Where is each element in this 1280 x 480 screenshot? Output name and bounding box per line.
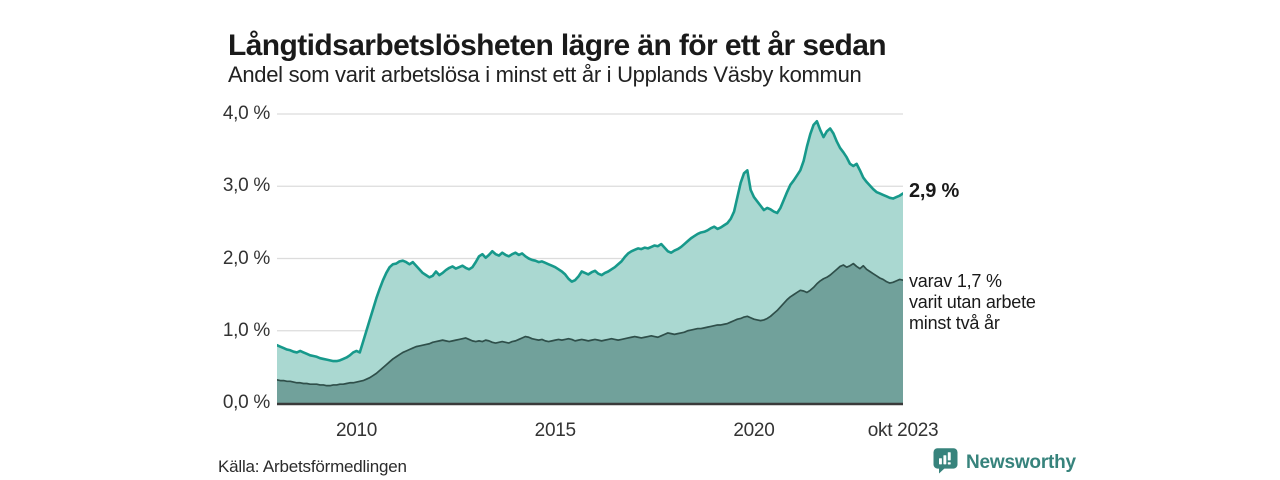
y-tick-label: 3,0 % [222,175,270,197]
chart-subtitle: Andel som varit arbetslösa i minst ett å… [228,62,862,87]
newsworthy-speech-bubble-bar-chart-icon [932,447,959,479]
y-tick-label: 4,0 % [222,103,270,124]
area-chart-plot [277,113,903,406]
x-tick-label: 2010 [335,420,378,441]
brand-name: Newsworthy [966,452,1076,473]
two-year-annotation-line1: varav 1,7 % [909,271,1002,291]
brand-lockup: Newsworthy [932,447,1076,479]
y-tick-label: 0,0 % [222,392,270,413]
source-caption: Källa: Arbetsförmedlingen [218,457,407,476]
x-tick-label: 2020 [733,420,775,441]
two-year-annotation-line2: varit utan arbete [909,292,1036,312]
x-tick-label: 2015 [534,420,576,441]
latest-total-label: 2,9 % [909,180,960,202]
y-tick-label: 2,0 % [222,247,270,269]
two-year-annotation-line3: minst två år [909,313,1000,333]
two-year-annotation: varav 1,7 % varit utan arbete minst två … [909,271,1036,334]
y-tick-label: 1,0 % [222,319,270,341]
chart-title: Långtidsarbetslösheten lägre än för ett … [228,29,887,63]
x-tick-label: okt 2023 [867,420,939,441]
